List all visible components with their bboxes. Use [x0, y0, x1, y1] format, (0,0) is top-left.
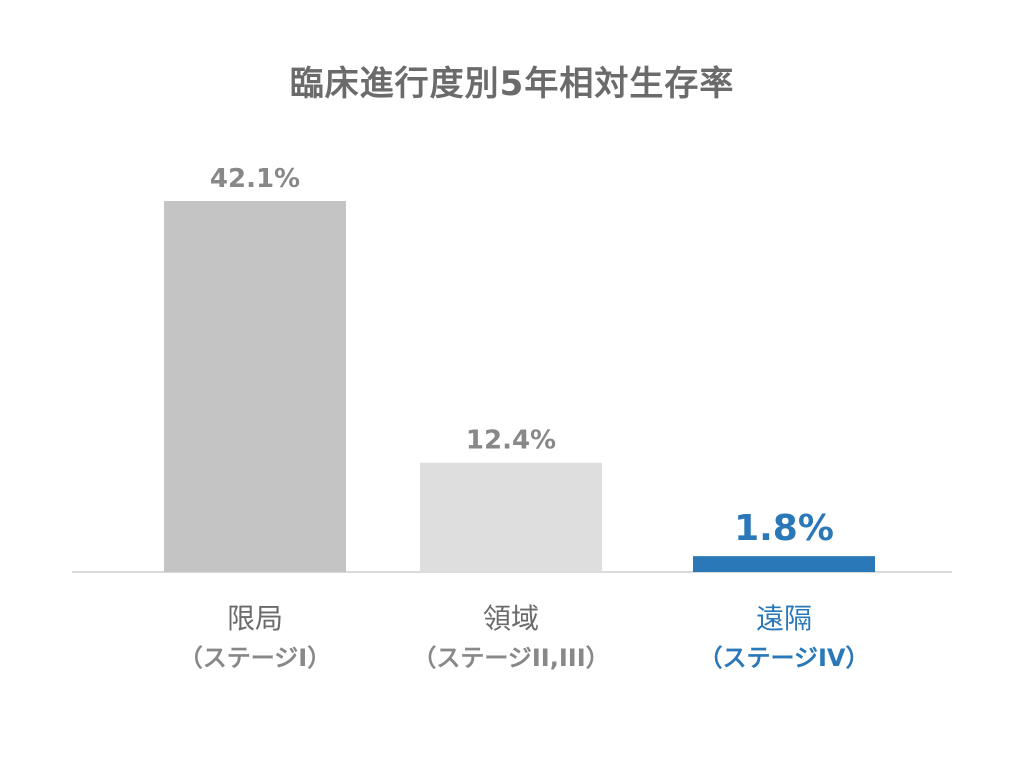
- category-label-distant: 遠隔: [755, 602, 812, 635]
- category-sublabel-localized: （ステージI）: [178, 644, 332, 672]
- bar-localized: [164, 201, 346, 572]
- value-label-localized: 42.1%: [210, 164, 300, 194]
- category-sublabel-regional: （ステージII,III）: [412, 644, 610, 672]
- chart-title: 臨床進行度別5年相対生存率: [289, 64, 735, 104]
- bar-regional: [420, 462, 602, 572]
- category-sublabel-distant: （ステージIV）: [698, 644, 870, 672]
- bar-distant: [693, 556, 875, 572]
- value-label-distant: 1.8%: [734, 508, 834, 549]
- value-label-regional: 12.4%: [466, 426, 556, 456]
- category-label-regional: 領域: [482, 602, 539, 635]
- category-label-localized: 限局: [226, 602, 283, 635]
